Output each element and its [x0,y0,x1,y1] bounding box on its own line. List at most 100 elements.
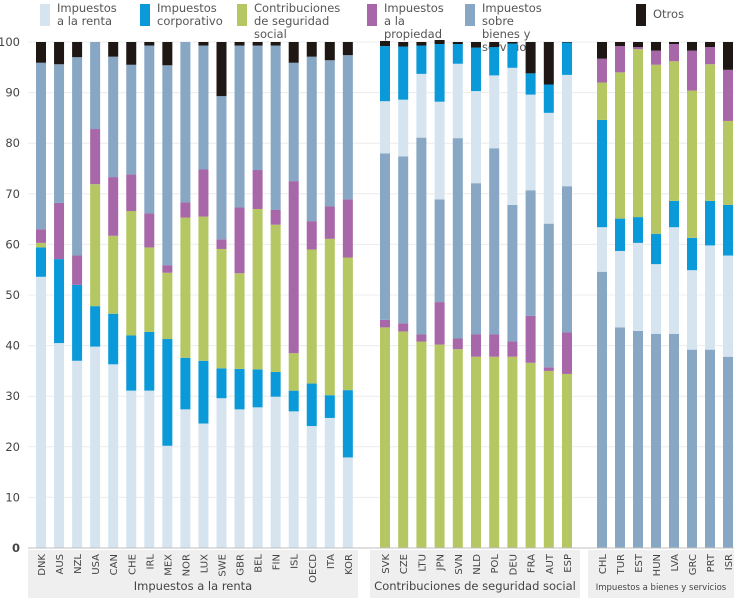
bar-segment-est-gs [633,330,643,548]
legend-swatch-pit [40,4,50,26]
bar-segment-nor-prop [180,202,191,218]
y-tick-label-50: 50 [5,288,20,302]
bar-segment-svk-prop [380,319,390,328]
bar-segment-usa-prop [90,129,101,185]
bar-segment-nzl-prop [72,255,83,285]
legend-label-other: Otros [653,7,685,21]
bar-segment-lva-prop [669,44,679,62]
bar-segment-chl-cit [597,119,607,228]
bar-segment-kor-ssc [342,257,353,391]
bar-segment-esp-gs [562,186,572,333]
bar-segment-lux-prop [198,169,209,217]
bar-segment-swe-pit [216,398,227,548]
bar-segment-grc-pit [687,270,697,350]
category-label-lva: LVA [670,554,681,572]
y-tick-label-10: 10 [5,490,20,504]
category-label-deu: DEU [508,554,519,575]
bar-segment-aus-gs [54,64,65,203]
category-label-tur: TUR [616,554,627,575]
bar-segment-usa-pit [90,346,101,548]
category-label-nld: NLD [472,554,483,575]
bar-segment-fin-other [270,42,281,46]
bar-segment-aut-pit [543,112,554,224]
bar-segment-gbr-ssc [234,273,245,369]
bar-segment-aus-prop [54,202,65,260]
category-label-chl: CHL [598,554,609,575]
bar-segment-svk-ssc [380,327,390,548]
bar-segment-lva-cit [669,200,679,228]
bar-segment-grc-prop [687,50,697,91]
legend-swatch-gs [465,4,475,26]
bar-segment-bel-gs [252,45,263,171]
bar-segment-bel-cit [252,369,263,408]
y-tick-label-100: 100 [0,35,20,49]
bar-segment-irl-other [144,42,155,46]
bar-segment-oecd-other [306,42,317,57]
legend-label-prop: Impuestos a la propiedad [384,1,444,41]
bar-segment-deu-gs [507,204,518,342]
bar-segment-svk-gs [380,153,390,320]
bar-segment-lux-other [198,42,209,46]
category-label-est: EST [634,553,645,573]
category-label-che: CHE [127,554,138,575]
bar-segment-swe-gs [216,96,227,240]
bar-segment-isl-prop [288,181,299,354]
bar-segment-aus-cit [54,259,65,344]
bar-segment-oecd-ssc [306,249,317,384]
y-tick-label-30: 30 [5,389,20,403]
bar-segment-lux-ssc [198,216,209,361]
bar-segment-tur-pit [615,250,625,328]
bar-segment-che-ssc [126,211,137,336]
bar-segment-pol-prop [489,334,500,357]
bar-segment-aus-pit [54,343,65,548]
bar-segment-oecd-prop [306,221,317,250]
bar-segment-fin-ssc [270,224,281,372]
bar-segment-swe-ssc [216,248,227,369]
category-label-lux: LUX [199,554,210,573]
bar-segment-dnk-gs [36,62,46,230]
bar-segment-dnk-prop [36,229,46,243]
bar-segment-aut-cit [543,84,554,113]
category-label-cze: CZE [399,554,410,574]
bar-segment-che-other [126,42,137,65]
legend-label-cit: Impuestos corporativo [157,1,223,28]
bar-segment-svn-ssc [452,349,463,548]
bar-segment-mex-cit [162,339,173,446]
bar-segment-esp-cit [562,42,572,75]
category-label-ltu: LTU [417,554,428,572]
bar-segment-can-prop [108,177,119,236]
bar-segment-nor-pit [180,409,191,548]
bar-segment-pol-other [489,42,500,48]
category-label-gbr: GBR [236,554,247,576]
bar-segment-deu-ssc [507,356,518,548]
legend-swatch-cit [140,4,150,26]
bar-segment-tur-gs [615,327,625,548]
category-label-ita: ITA [326,554,337,569]
bar-segment-usa-ssc [90,184,101,307]
bar-segment-fra-ssc [525,362,536,548]
bar-segment-chl-pit [597,227,607,272]
category-label-can: CAN [109,554,120,575]
bar-segment-nld-pit [471,91,481,184]
bar-segment-nld-cit [471,47,481,92]
bar-segment-lva-ssc [669,61,679,201]
bar-segment-dnk-ssc [36,242,46,248]
bar-segment-mex-ssc [162,272,173,340]
bar-segment-grc-other [687,42,697,51]
bar-segment-irl-ssc [144,247,155,332]
bar-segment-est-ssc [633,49,643,218]
bar-segment-cze-cit [398,46,409,100]
category-label-pol: POL [490,554,501,574]
bar-segment-deu-other [507,42,518,44]
bar-segment-isr-ssc [723,120,733,205]
category-label-bel: BEL [254,554,265,573]
bar-segment-fin-gs [270,45,281,210]
bar-segment-aut-gs [543,223,554,368]
bar-segment-lux-gs [198,45,209,170]
bar-segment-fin-pit [270,396,281,548]
bar-segment-prt-gs [705,349,715,548]
bar-segment-est-prop [633,47,643,50]
bar-segment-usa-gs [90,42,101,130]
bar-segment-ita-other [324,42,335,61]
bar-segment-fin-cit [270,371,281,397]
